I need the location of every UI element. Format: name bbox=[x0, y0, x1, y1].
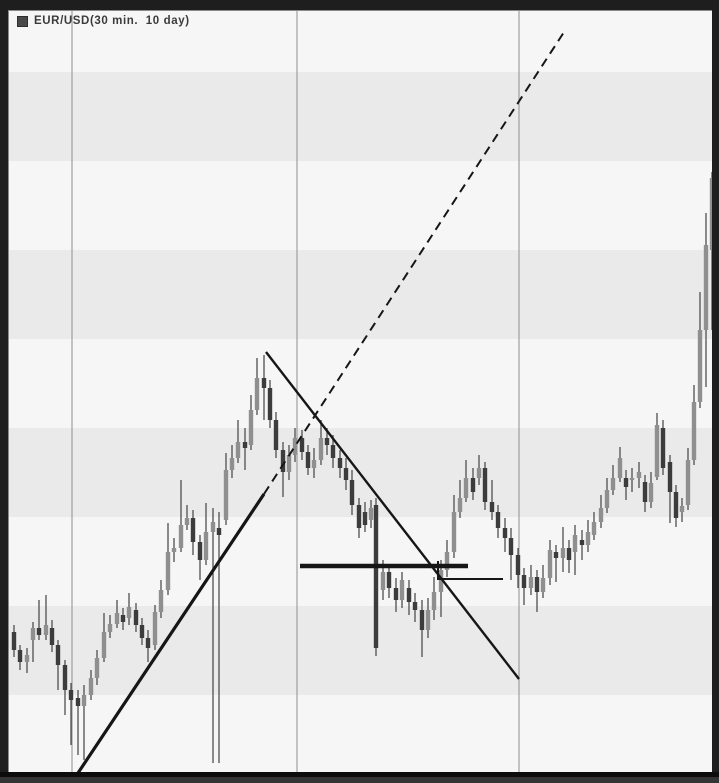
background-bands bbox=[8, 10, 712, 772]
drawn-annotations[interactable] bbox=[74, 28, 567, 777]
chart-legend: EUR/USD(30 min. 10 day) bbox=[17, 15, 190, 27]
ascending-trendline-dashed-extension[interactable] bbox=[263, 28, 567, 495]
candles bbox=[11, 172, 715, 763]
legend-symbol-label: EUR/USD(30 min. 10 day) bbox=[34, 15, 190, 27]
ascending-trendline-solid[interactable] bbox=[74, 493, 266, 777]
legend-swatch-icon bbox=[17, 15, 28, 27]
descending-trendline[interactable] bbox=[265, 351, 520, 680]
